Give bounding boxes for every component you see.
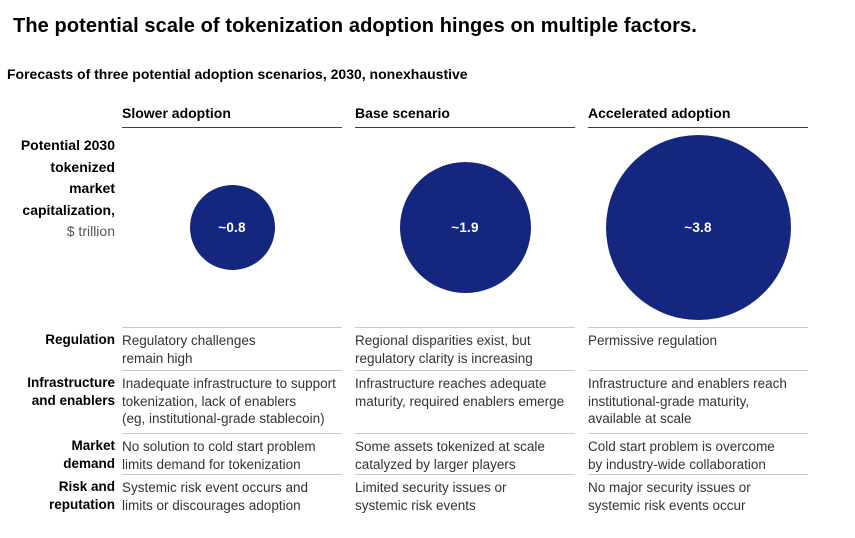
row-label-risk-reputation: Risk and reputation — [49, 479, 115, 512]
bubble-slower-adoption: ~0.8 — [189, 185, 275, 270]
column-header-slower-adoption: Slower adoption — [122, 105, 342, 128]
column-header-accelerated-adoption: Accelerated adoption — [588, 105, 808, 128]
bubble-base-scenario: ~1.9 — [399, 162, 531, 293]
table-row-infrastructure: Infrastructure and enablers Inadequate i… — [0, 370, 855, 433]
cell-infrastructure-base: Infrastructure reaches adequate maturity… — [355, 370, 575, 433]
table-row-market-demand: Market demand No solution to cold start … — [0, 433, 855, 474]
scenario-header-row: Slower adoption Base scenario Accelerate… — [0, 105, 855, 128]
cell-regulation-slower: Regulatory challenges remain high — [122, 327, 342, 370]
cell-market-base: Some assets tokenized at scale catalyzed… — [355, 433, 575, 474]
metric-label-line: Potential 2030 — [20, 137, 115, 153]
metric-unit-label: $ trillion — [66, 223, 115, 239]
bubble-cell-slower: ~0.8 — [122, 128, 342, 327]
row-label-market-demand: Market demand — [63, 438, 115, 471]
cell-regulation-accelerated: Permissive regulation — [588, 327, 808, 370]
bubble-cell-base: ~1.9 — [355, 128, 575, 327]
scenario-table: Slower adoption Base scenario Accelerate… — [0, 105, 855, 520]
metric-label-line: tokenized — [50, 158, 115, 175]
page-title: The potential scale of tokenization adop… — [13, 15, 697, 37]
cell-market-accelerated: Cold start problem is overcome by indust… — [588, 433, 808, 474]
row-label-regulation: Regulation — [45, 332, 115, 347]
metric-label: Potential 2030 tokenized market capitali… — [0, 128, 115, 327]
table-row-risk-reputation: Risk and reputation Systemic risk event … — [0, 474, 855, 520]
cell-risk-slower: Systemic risk event occurs and limits or… — [122, 474, 342, 520]
header-spacer — [0, 105, 115, 128]
metric-label-line: capitalization, — [22, 201, 115, 218]
cell-infrastructure-accelerated: Infrastructure and enablers reach instit… — [588, 370, 808, 433]
metric-label-line: market — [69, 180, 115, 196]
table-row-regulation: Regulation Regulatory challenges remain … — [0, 327, 855, 370]
row-label-infrastructure: Infrastructure and enablers — [27, 375, 115, 408]
bubble-cell-accelerated: ~3.8 — [588, 128, 808, 327]
market-cap-row: Potential 2030 tokenized market capitali… — [0, 128, 855, 327]
cell-risk-accelerated: No major security issues or systemic ris… — [588, 474, 808, 520]
cell-regulation-base: Regional disparities exist, but regulato… — [355, 327, 575, 370]
exhibit-subtitle: Forecasts of three potential adoption sc… — [7, 66, 468, 82]
cell-risk-base: Limited security issues or systemic risk… — [355, 474, 575, 520]
column-header-base-scenario: Base scenario — [355, 105, 575, 128]
bubble-accelerated-adoption: ~3.8 — [605, 135, 791, 320]
cell-infrastructure-slower: Inadequate infrastructure to support tok… — [122, 370, 342, 433]
cell-market-slower: No solution to cold start problem limits… — [122, 433, 342, 474]
